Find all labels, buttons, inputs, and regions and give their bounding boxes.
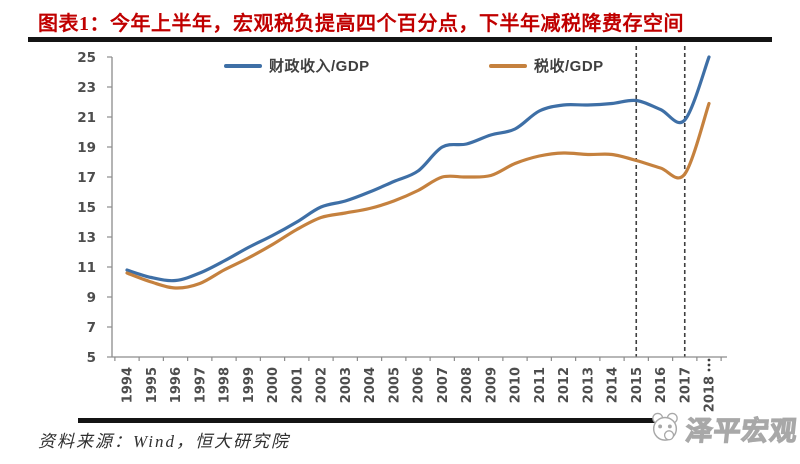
x-axis-tick-label: 2008: [460, 367, 475, 403]
x-axis-tick-label: 2012: [557, 367, 572, 403]
x-axis-tick-label: 1997: [193, 367, 208, 403]
x-axis-tick-label: 1994: [121, 367, 136, 403]
y-axis-tick-label: 25: [77, 50, 96, 66]
legend: 财政收入/GDP 税收/GDP: [0, 55, 800, 77]
x-axis-tick-label: 2015: [630, 367, 645, 403]
x-axis-tick-label: 2009: [484, 367, 499, 403]
panda-icon: [652, 412, 678, 441]
x-axis-tick-label: 2013: [581, 367, 596, 403]
x-axis-tick-label: 2018: [703, 376, 718, 412]
x-axis-tick-label: 2011: [533, 367, 548, 403]
y-axis-tick-label: 19: [77, 140, 96, 156]
estimate-dotted-marker: [707, 368, 711, 372]
x-axis-tick-label: 2004: [363, 367, 378, 403]
x-axis-tick-label: 2001: [290, 367, 305, 403]
x-axis-tick-label: 1996: [169, 367, 184, 403]
series-line-fiscal-revenue: [125, 55, 711, 283]
x-axis-tick-label: 2010: [509, 367, 524, 403]
bottom-divider: [78, 418, 660, 423]
x-axis-tick-label: 2000: [266, 367, 281, 403]
zeping-macro-watermark: 泽平宏观: [648, 399, 800, 457]
legend-label-fiscal-revenue: 财政收入/GDP: [269, 58, 370, 75]
estimate-dotted-marker: [707, 363, 711, 367]
source-note: 资料来源：Wind，恒大研究院: [38, 432, 290, 451]
legend-item-tax: 税收/GDP: [489, 55, 604, 76]
x-axis-tick-label: 2005: [387, 367, 402, 403]
y-axis-tick-label: 7: [87, 320, 96, 336]
y-axis-tick-label: 15: [77, 200, 96, 216]
x-axis-tick-label: 2017: [678, 367, 693, 403]
x-axis-tick-label: 2007: [436, 367, 451, 403]
x-axis-tick-label: 2003: [339, 367, 354, 403]
y-axis-tick-label: 9: [87, 290, 96, 306]
x-axis-tick-label: 1999: [242, 367, 257, 403]
y-axis-tick-label: 5: [87, 350, 96, 366]
series-line-tax: [125, 101, 711, 290]
legend-label-tax: 税收/GDP: [534, 58, 604, 75]
fiscal-revenue-line-swatch: [224, 63, 262, 68]
title-divider: [28, 37, 772, 42]
legend-item-fiscal-revenue: 财政收入/GDP: [224, 55, 370, 76]
y-axis-tick-label: 11: [77, 260, 96, 276]
x-axis-tick-label: 2016: [654, 367, 669, 403]
x-axis-tick-label: 1995: [145, 367, 160, 403]
y-axis-tick-label: 17: [77, 170, 96, 186]
estimate-dotted-marker: [707, 358, 711, 362]
y-axis-tick-label: 13: [77, 230, 96, 246]
x-axis-tick-label: 2002: [315, 367, 330, 403]
y-axis-tick-label: 21: [77, 110, 96, 126]
figure-title: 图表1：今年上半年，宏观税负提高四个百分点，下半年减税降费存空间: [38, 13, 684, 35]
x-axis-tick-label: 1998: [218, 367, 233, 403]
x-axis-tick-label: 2014: [606, 367, 621, 403]
tax-line-swatch: [489, 63, 527, 68]
watermark-text: 泽平宏观: [684, 415, 800, 446]
x-axis-tick-label: 2006: [412, 367, 427, 403]
y-axis-tick-label: 23: [77, 80, 96, 96]
